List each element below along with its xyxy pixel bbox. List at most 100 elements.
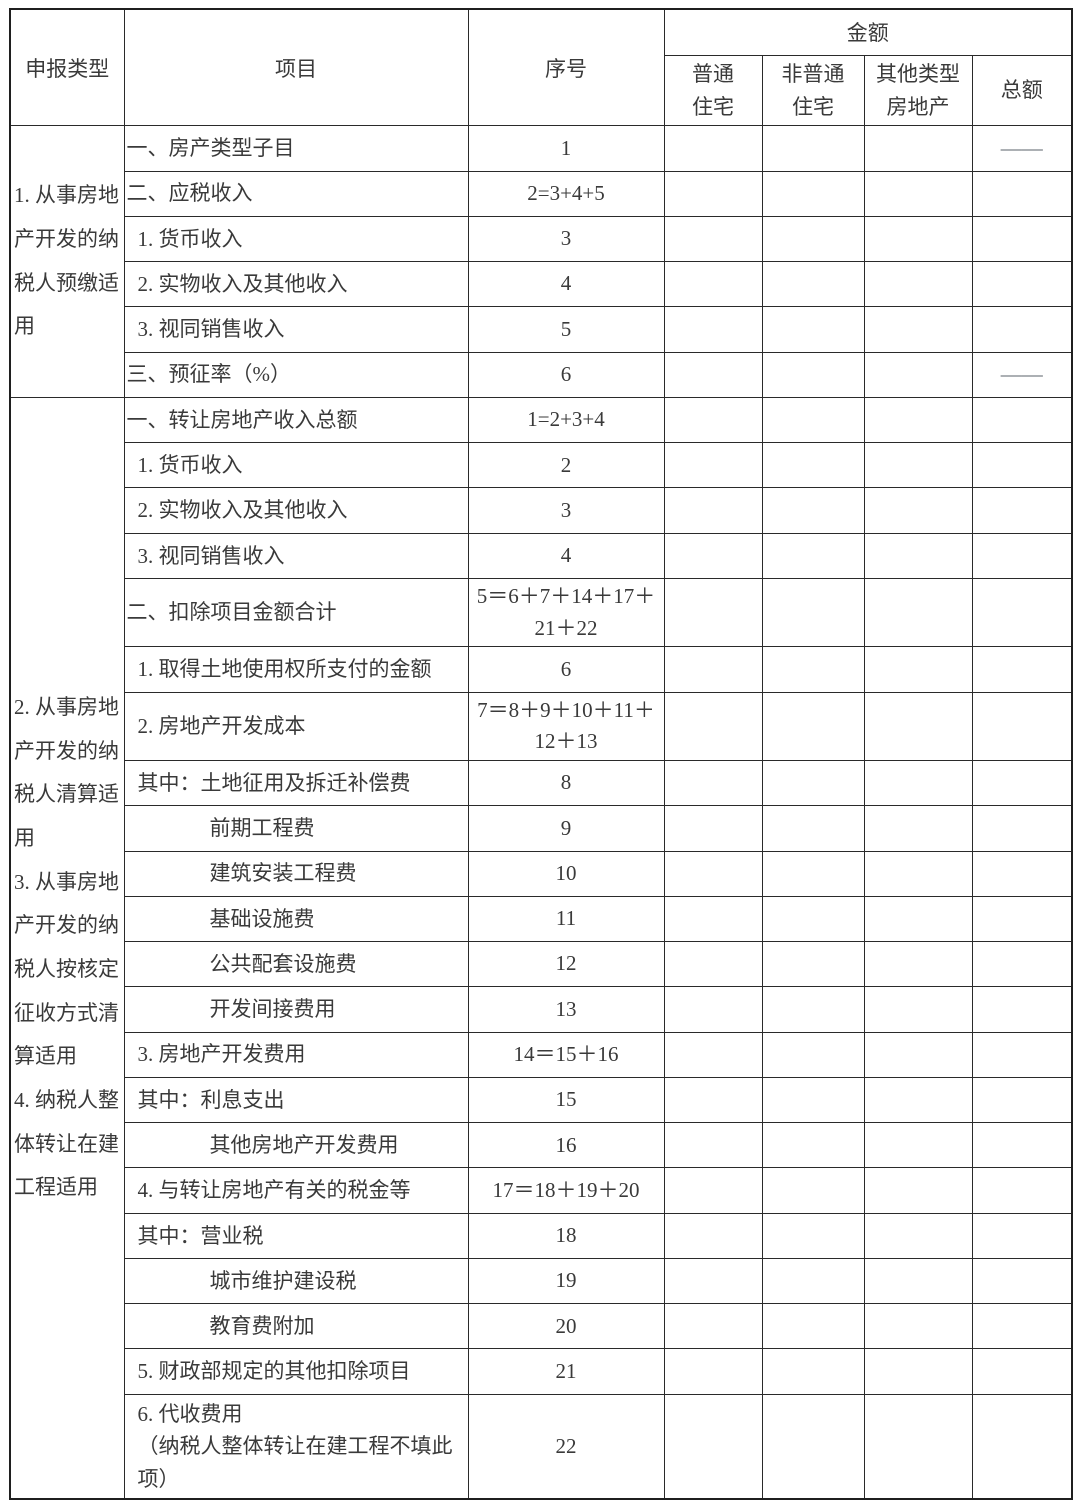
item-cell: 三、预征率（%）: [123, 351, 469, 398]
header-row-1: 申报类型 项目 序号 金额: [9, 8, 1073, 127]
item-cell: 一、转让房地产收入总额: [123, 396, 469, 444]
amount-cell-other: [863, 1167, 973, 1214]
table-row: 其他房地产开发费用 16: [10, 1122, 1073, 1169]
table-row: 2. 实物收入及其他收入 3: [10, 487, 1073, 534]
seq-cell: 1=2+3+4: [467, 396, 665, 444]
table-row: 二、扣除项目金额合计 5＝6＋7＋14＋17＋21＋22: [10, 577, 1073, 648]
table-row: 3. 房地产开发费用 14＝15＋16: [10, 1031, 1073, 1078]
amount-cell-ordinary: [663, 805, 763, 852]
amount-cell-ordinary: [663, 442, 763, 489]
amount-cell-other: [863, 1348, 973, 1395]
item-cell: 二、扣除项目金额合计: [123, 577, 469, 648]
amount-cell-ordinary: [663, 1167, 763, 1214]
amount-cell-ordinary: [663, 759, 763, 807]
amount-cell-total: [971, 306, 1073, 353]
seq-cell: 7＝8＋9＋10＋11＋12＋13: [467, 691, 665, 762]
amount-cell-other: [863, 1393, 973, 1500]
tax-declaration-table: 申报类型 项目 序号 金额 普通 住宅 非普通 住宅 其他类型 房地产 总额 1…: [9, 8, 1073, 1500]
amount-cell-ordinary: [663, 1348, 763, 1395]
amount-cell-non-ordinary: [761, 170, 865, 217]
item-cell: 基础设施费: [123, 895, 469, 943]
item-cell: 教育费附加: [123, 1303, 469, 1350]
table-row: 城市维护建设税 19: [10, 1257, 1073, 1305]
table-row: 其中：营业税 18: [10, 1212, 1073, 1259]
amount-cell-ordinary: [663, 215, 763, 263]
seq-cell: 1: [467, 125, 665, 172]
amount-cell-ordinary: [663, 1122, 763, 1169]
item-cell: 6. 代收费用 （纳税人整体转让在建工程不填此项）: [123, 1393, 469, 1500]
item-cell: 其他房地产开发费用: [123, 1122, 469, 1169]
item-cell: 建筑安装工程费: [123, 850, 469, 897]
seq-cell: 6: [467, 351, 665, 398]
header-amount-other: 其他类型 房地产: [863, 54, 973, 127]
amount-cell-total: [971, 646, 1073, 693]
seq-cell: 19: [467, 1257, 665, 1305]
amount-cell-other: [863, 1122, 973, 1169]
item-cell: 其中：利息支出: [123, 1076, 469, 1124]
amount-cell-ordinary: [663, 1031, 763, 1078]
amount-cell-total: [971, 532, 1073, 579]
seq-cell: 17＝18＋19＋20: [467, 1167, 665, 1214]
section-label-settlement: 2. 从事房地产开发的纳税人清算适用 3. 从事房地产开发的纳税人按核定征收方式…: [9, 396, 125, 1500]
header-amount-total: 总额: [971, 54, 1073, 127]
item-cell: 2. 房地产开发成本: [123, 691, 469, 762]
table-row: 2. 实物收入及其他收入 4: [10, 261, 1073, 308]
amount-cell-other: [863, 941, 973, 988]
amount-cell-ordinary: [663, 577, 763, 648]
amount-cell-total: [971, 170, 1073, 217]
item-cell: 3. 视同销售收入: [123, 532, 469, 579]
amount-cell-other: [863, 396, 973, 444]
amount-cell-non-ordinary: [761, 1303, 865, 1350]
item-cell: 公共配套设施费: [123, 941, 469, 988]
amount-cell-non-ordinary: [761, 577, 865, 648]
amount-cell-total: [971, 1257, 1073, 1305]
header-seq: 序号: [467, 8, 665, 127]
table-row: 前期工程费 9: [10, 805, 1073, 852]
item-cell: 2. 实物收入及其他收入: [123, 487, 469, 534]
amount-cell-non-ordinary: [761, 1212, 865, 1259]
amount-cell-non-ordinary: [761, 1348, 865, 1395]
amount-cell-total: [971, 759, 1073, 807]
item-cell: 1. 取得土地使用权所支付的金额: [123, 646, 469, 693]
amount-cell-ordinary: [663, 1076, 763, 1124]
amount-cell-total: [971, 1212, 1073, 1259]
item-cell: 二、应税收入: [123, 170, 469, 217]
seq-cell: 4: [467, 261, 665, 308]
amount-cell-other: [863, 691, 973, 762]
item-cell: 4. 与转让房地产有关的税金等: [123, 1167, 469, 1214]
amount-cell-ordinary: [663, 261, 763, 308]
amount-cell-other: [863, 442, 973, 489]
amount-cell-non-ordinary: [761, 306, 865, 353]
table-row: 开发间接费用 13: [10, 986, 1073, 1033]
amount-cell-other: [863, 1257, 973, 1305]
amount-cell-non-ordinary: [761, 1257, 865, 1305]
table-row: 建筑安装工程费 10: [10, 850, 1073, 897]
table-row: 2. 从事房地产开发的纳税人清算适用 3. 从事房地产开发的纳税人按核定征收方式…: [9, 396, 1073, 1500]
seq-cell: 21: [467, 1348, 665, 1395]
header-amount: 金额: [663, 8, 1073, 56]
item-cell: 3. 房地产开发费用: [123, 1031, 469, 1078]
amount-cell-ordinary: [663, 986, 763, 1033]
amount-cell-other: [863, 895, 973, 943]
amount-cell-total: [971, 1167, 1073, 1214]
table-row: 1. 货币收入 2: [10, 442, 1073, 489]
amount-cell-total: [971, 805, 1073, 852]
table-row: 1. 取得土地使用权所支付的金额 6: [10, 646, 1073, 693]
table-row: 3. 视同销售收入 4: [10, 532, 1073, 579]
seq-cell: 16: [467, 1122, 665, 1169]
seq-cell: 12: [467, 941, 665, 988]
table-row: 6. 代收费用 （纳税人整体转让在建工程不填此项） 22: [10, 1393, 1073, 1500]
amount-cell-non-ordinary: [761, 396, 865, 444]
amount-cell-total: [971, 895, 1073, 943]
amount-cell-other: [863, 646, 973, 693]
amount-cell-ordinary: [663, 170, 763, 217]
table-row: 二、应税收入 2=3+4+5: [10, 170, 1073, 217]
seq-cell: 22: [467, 1393, 665, 1500]
amount-cell-other: [863, 1303, 973, 1350]
header-declaration-type: 申报类型: [9, 8, 125, 127]
amount-cell-non-ordinary: [761, 215, 865, 263]
amount-cell-total: [971, 1122, 1073, 1169]
seq-cell: 5＝6＋7＋14＋17＋21＋22: [467, 577, 665, 648]
amount-cell-non-ordinary: [761, 691, 865, 762]
amount-cell-total: [971, 1348, 1073, 1395]
